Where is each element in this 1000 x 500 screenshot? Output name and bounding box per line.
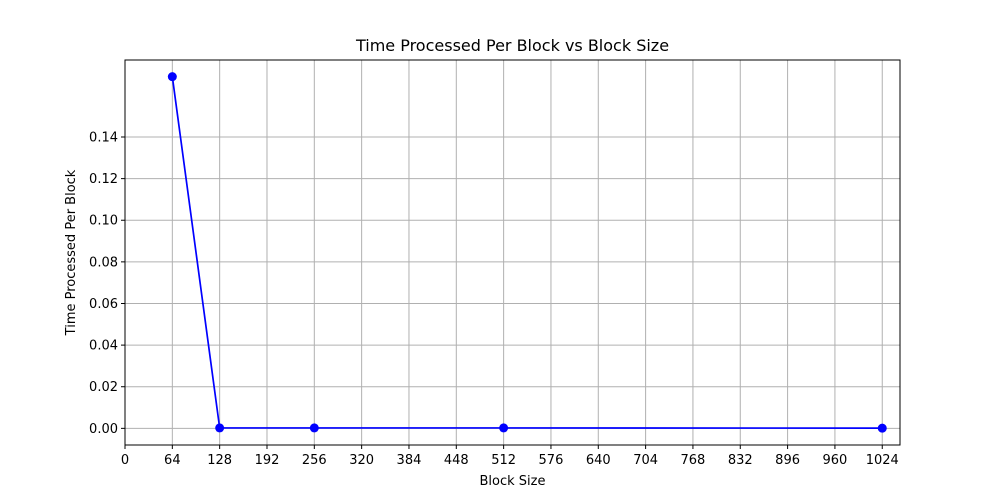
x-tick-label: 512: [491, 453, 516, 468]
series-layer: [167, 72, 887, 433]
x-tick-label: 960: [823, 453, 848, 468]
x-tick-label: 1024: [866, 453, 899, 468]
x-tick-label: 896: [775, 453, 800, 468]
y-tick-label: 0.08: [89, 255, 118, 270]
y-tick-label: 0.06: [89, 297, 118, 312]
y-tick-label: 0.02: [89, 380, 118, 395]
x-tick-label: 576: [539, 453, 564, 468]
y-axis-ticks: 0.00 0.02 0.04 0.06 0.08 0.10 0.12 0.14: [89, 131, 125, 437]
x-tick-label: 640: [586, 453, 611, 468]
x-axis-label: Block Size: [480, 474, 546, 489]
series-line: [171, 76, 883, 429]
x-tick-label: 704: [633, 453, 658, 468]
y-tick-label: 0.04: [89, 339, 118, 354]
x-axis-ticks: 0 64 128 192 256 320 384 448 512 576 640 704 768 832 8…: [121, 445, 899, 468]
x-tick-label: 64: [164, 453, 181, 468]
x-tick-label: 448: [444, 453, 469, 468]
x-tick-label: 128: [207, 453, 232, 468]
plot-frame: [124, 59, 901, 446]
data-point: [167, 72, 177, 82]
chart-title: Time Processed Per Block vs Block Size: [355, 36, 669, 55]
data-point: [499, 423, 509, 433]
data-point: [309, 423, 319, 433]
y-tick-label: 0.12: [89, 172, 118, 187]
grid: [124, 60, 900, 445]
x-tick-label: 384: [397, 453, 422, 468]
y-axis-label: Time Processed Per Block: [64, 169, 79, 336]
y-tick-label: 0.14: [89, 131, 118, 146]
y-tick-label: 0.10: [89, 214, 118, 229]
data-point: [877, 423, 887, 433]
x-tick-label: 0: [121, 453, 129, 468]
x-tick-label: 256: [302, 453, 327, 468]
data-point: [215, 423, 225, 433]
x-tick-label: 192: [255, 453, 280, 468]
x-tick-label: 832: [728, 453, 753, 468]
x-tick-label: 320: [349, 453, 374, 468]
y-tick-label: 0.00: [89, 422, 118, 437]
x-tick-label: 768: [681, 453, 706, 468]
